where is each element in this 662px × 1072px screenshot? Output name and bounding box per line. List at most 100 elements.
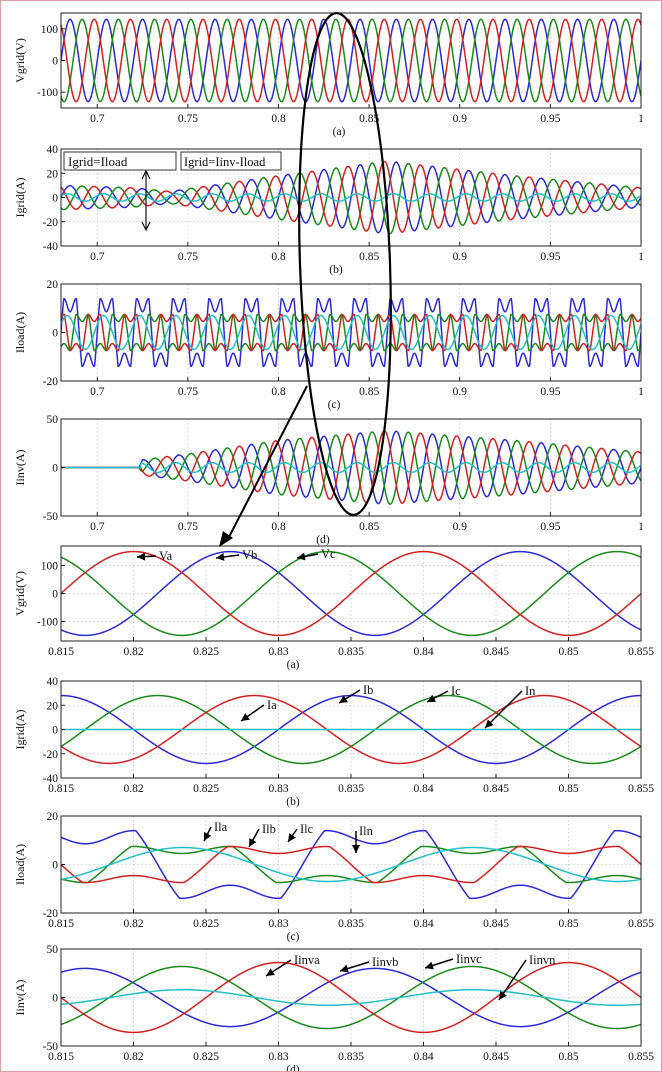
- y-tick-label: -50: [43, 1041, 59, 1053]
- x-tick-label: 0.815: [48, 918, 74, 930]
- panel-5: 0.815 0.82 0.825 0.83 0.835 0.84 0.845 0.85 0.85…: [13, 545, 654, 671]
- series-ic-line: [61, 694, 641, 765]
- series-neutral-line: [61, 314, 641, 351]
- annotation-igrid-iinv-iload: Igrid=Iinv-Iload: [184, 155, 266, 169]
- series-va-line: [61, 550, 641, 637]
- x-tick-label: 0.85: [558, 1051, 578, 1063]
- y-tick-label: -50: [43, 511, 59, 523]
- x-tick-label: 0.82: [123, 646, 143, 658]
- y-tick-label: 100: [41, 561, 59, 573]
- transition-arrow-head: [141, 221, 151, 232]
- y-tick-label: 0: [52, 463, 58, 475]
- x-tick-label: 0.7: [90, 251, 105, 263]
- y-tick-label: 20: [47, 700, 59, 712]
- panel-4: 0.7 0.75 0.8 0.85 0.9 0.95 1 50 0 -50 Iinv(A) (d): [13, 414, 644, 546]
- x-tick-label: 0.95: [540, 386, 560, 398]
- y-tick-label: 0: [52, 860, 58, 872]
- x-tick-label: 0.9: [453, 113, 468, 125]
- series-ilc-line: [61, 845, 641, 884]
- x-tick-label: 0.8: [271, 521, 286, 533]
- series-phase-1-line: [61, 430, 641, 505]
- label-ila: Ila: [214, 820, 228, 834]
- panel-3: 0.7 0.75 0.8 0.85 0.9 0.95 1 20 0 -20 Iload(A) (c): [13, 279, 644, 411]
- y-tick-label: 100: [41, 24, 59, 36]
- series-phase-3-line: [61, 430, 641, 504]
- label-iinvn: Iinvn: [529, 953, 556, 967]
- zoom-ellipse: [298, 12, 392, 516]
- x-tick-label: 0.75: [178, 251, 198, 263]
- series-phase-3-line: [61, 160, 641, 233]
- x-tick-label: 0.855: [628, 646, 654, 658]
- y-axis-label: Iinv(A): [13, 450, 27, 486]
- label-va-arrow-head: [137, 552, 146, 561]
- x-tick-label: 0.815: [48, 1051, 74, 1063]
- panel-letter: (b): [329, 264, 343, 276]
- panel-letter: (b): [286, 796, 300, 808]
- series-neutral-line: [61, 193, 641, 202]
- x-tick-label: 0.845: [483, 918, 509, 930]
- panel-letter: (c): [328, 399, 341, 411]
- label-in-arrow-head: [485, 719, 494, 728]
- x-tick-label: 1: [638, 251, 644, 263]
- label-iln-arrow-head: [352, 845, 360, 853]
- y-tick-label: 0: [52, 328, 58, 340]
- label-iinva: Iinva: [294, 953, 320, 967]
- x-tick-label: 0.75: [178, 113, 198, 125]
- x-tick-label: 0.84: [413, 1051, 433, 1063]
- label-iinvc: Iinvc: [456, 952, 482, 966]
- x-tick-label: 0.83: [268, 646, 288, 658]
- x-tick-label: 0.85: [359, 521, 379, 533]
- y-tick-label: -40: [43, 241, 59, 253]
- x-tick-label: 0.7: [90, 521, 105, 533]
- zoom-arrow: [228, 385, 308, 538]
- y-tick-label: 0: [52, 56, 58, 68]
- y-axis-label: Igrid(A): [13, 178, 27, 218]
- series-iln-line: [61, 846, 641, 883]
- y-tick-label: -20: [43, 749, 59, 761]
- x-tick-label: 0.85: [558, 918, 578, 930]
- series-phase-2-line: [61, 431, 641, 505]
- x-tick-label: 0.845: [483, 646, 509, 658]
- x-tick-label: 0.825: [193, 1051, 219, 1063]
- y-tick-label: 0: [52, 193, 58, 205]
- x-tick-label: 0.8: [271, 386, 286, 398]
- y-axis-label: Iinv(A): [13, 980, 27, 1016]
- x-tick-label: 0.825: [193, 783, 219, 795]
- x-tick-label: 0.855: [628, 918, 654, 930]
- y-tick-label: -20: [43, 908, 59, 920]
- series-phase-2-line: [61, 18, 641, 103]
- annotation-box: [180, 151, 282, 171]
- x-tick-label: 1: [638, 386, 644, 398]
- label-in-arrow: [484, 690, 523, 729]
- series-phase-1-line: [61, 18, 641, 103]
- x-tick-label: 0.835: [338, 646, 364, 658]
- label-in: In: [525, 684, 536, 698]
- y-tick-label: 0: [52, 993, 58, 1005]
- series-iinvn-line: [61, 988, 641, 1007]
- y-axis-label: Iload(A): [13, 312, 27, 353]
- label-ilc: Ilc: [300, 822, 314, 836]
- panel-1: 0.7 0.75 0.8 0.85 0.9 0.95 1 100 0 -100 Vgrid(V) (a…: [13, 12, 644, 138]
- panel-letter: (d): [286, 1064, 300, 1071]
- panel-letter: (d): [316, 534, 330, 546]
- label-iinvb-arrow-head: [340, 964, 349, 973]
- series-phase-2-line: [61, 162, 641, 235]
- series-group: [61, 550, 641, 637]
- panel-letter: (a): [287, 659, 300, 671]
- x-tick-label: 0.95: [540, 521, 560, 533]
- panel-8: 0.815 0.82 0.825 0.83 0.835 0.84 0.845 0.85 0.85…: [13, 944, 654, 1071]
- label-iinvb: Iinvb: [372, 955, 398, 969]
- x-tick-label: 0.95: [540, 251, 560, 263]
- y-tick-label: -40: [43, 773, 59, 785]
- x-tick-label: 0.825: [193, 646, 219, 658]
- x-tick-label: 0.85: [359, 386, 379, 398]
- series-group: [61, 961, 641, 1034]
- x-tick-label: 0.85: [558, 646, 578, 658]
- y-tick-label: -100: [37, 87, 58, 99]
- x-tick-label: 0.845: [483, 1051, 509, 1063]
- x-tick-label: 0.8: [271, 251, 286, 263]
- y-tick-label: 20: [47, 279, 59, 291]
- label-iln: Iln: [359, 824, 374, 838]
- label-iinvn-arrow-head: [499, 991, 507, 1000]
